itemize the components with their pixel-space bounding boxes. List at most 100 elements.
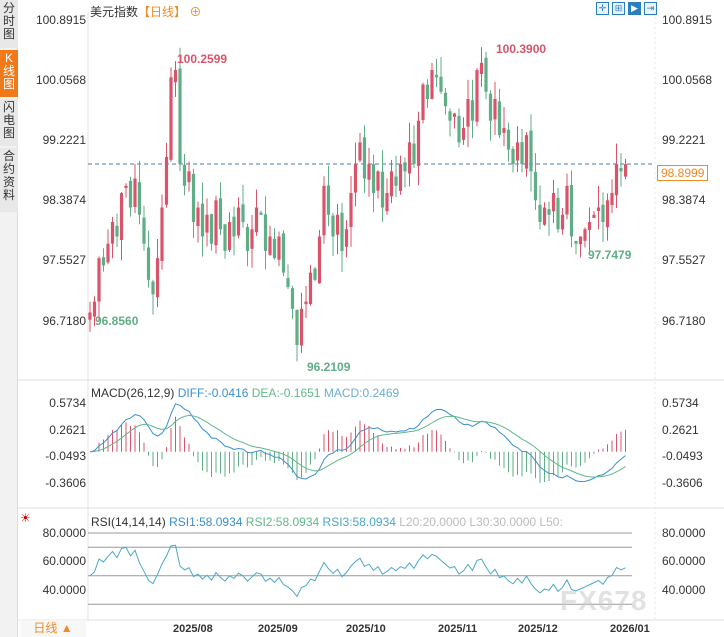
price-tick: 100.0568	[662, 73, 713, 87]
candle-body	[385, 193, 389, 212]
candle-body	[524, 135, 529, 169]
candle-body	[299, 308, 304, 346]
candle-body	[596, 207, 601, 212]
instrument-name: 美元指数	[90, 5, 139, 19]
candle-body	[250, 229, 254, 249]
candle-body	[182, 164, 187, 186]
rsi-title: RSI(14,14,14)	[91, 515, 166, 529]
candle-body	[443, 92, 448, 107]
macd-diff: DIFF:-0.0416	[177, 386, 249, 400]
macd-title: MACD(26,12,9)	[91, 386, 175, 400]
candle-body	[268, 236, 272, 255]
candle-body	[160, 207, 164, 262]
candle-body	[88, 312, 92, 320]
candle-body	[407, 142, 412, 174]
period-tag[interactable]: 【日线】	[138, 5, 187, 19]
tab-contract-info[interactable]: 合约资料	[0, 148, 18, 212]
candle-body	[479, 62, 484, 75]
low-label: 97.7479	[588, 248, 632, 262]
candle-body	[362, 137, 367, 179]
candle-body	[322, 185, 326, 236]
candle-body	[110, 221, 115, 244]
macd-tick: 0.5734	[662, 396, 699, 410]
date-tick: 2025/12	[518, 623, 558, 635]
candle-body	[214, 200, 218, 246]
candle-body	[92, 301, 97, 317]
watermark: FX678	[560, 585, 648, 616]
candle-body	[106, 243, 110, 263]
candle-body	[565, 185, 569, 215]
price-tick: 98.3874	[42, 193, 86, 207]
price-tick: 100.8915	[662, 13, 713, 27]
candle-body	[538, 204, 542, 222]
exit-icon[interactable]: ⇥	[644, 2, 657, 15]
rsi1: RSI1:58.0934	[169, 515, 243, 529]
candle-body	[155, 258, 160, 298]
date-tick: 2025/08	[173, 623, 213, 635]
sidebar: 分时图 K线图 闪电图 合约资料	[0, 0, 18, 637]
candle-body	[119, 193, 124, 240]
candle-body	[241, 204, 245, 222]
candle-body	[542, 207, 547, 225]
macd-tick: -0.0493	[45, 449, 86, 463]
candle-body	[137, 182, 142, 215]
candle-body	[461, 127, 466, 140]
macd-tick: 0.2621	[662, 423, 699, 437]
macd-value: MACD:0.2469	[323, 386, 400, 400]
candle-body	[146, 247, 151, 280]
price-tick: 97.5527	[42, 253, 86, 267]
candle-body	[614, 164, 619, 196]
candle-body	[218, 198, 223, 230]
circle-plus-icon[interactable]: ⊕	[186, 5, 202, 19]
candle-body	[304, 301, 308, 305]
candle-body	[403, 162, 407, 172]
candle-body	[331, 215, 335, 237]
tab-flash[interactable]: 闪电图	[0, 99, 18, 146]
candle-body	[353, 164, 358, 193]
crosshair-icon[interactable]: ✛	[596, 2, 609, 15]
date-tick: 2025/09	[258, 623, 298, 635]
candle-body	[191, 173, 196, 222]
candle-body	[164, 156, 169, 205]
range-icon[interactable]: ⊞	[612, 2, 625, 15]
candle-body	[533, 171, 538, 201]
period-selector[interactable]: 日线 ▲	[20, 620, 86, 637]
candle-body	[200, 203, 205, 237]
candle-body	[574, 240, 578, 244]
tab-kline[interactable]: K线图	[0, 50, 18, 97]
price-tick: 96.7180	[42, 314, 86, 328]
date-tick: 2025/11	[438, 623, 478, 635]
candle-body	[551, 193, 556, 212]
macd-tick: -0.3606	[45, 476, 86, 490]
play-icon[interactable]: ▶	[628, 2, 641, 15]
price-tick: 98.3874	[662, 193, 706, 207]
candle-body	[281, 233, 286, 273]
candle-body	[376, 171, 380, 191]
rsi-l30: L30:30.0000	[469, 515, 537, 529]
macd-legend: MACD(26,12,9) DIFF:-0.0416 DEA:-0.1651 M…	[91, 386, 399, 400]
candle-body	[380, 171, 385, 208]
candle-body	[610, 193, 614, 206]
candle-body	[502, 127, 506, 133]
candle-body	[263, 214, 268, 251]
candle-body	[313, 268, 317, 280]
candle-body	[452, 113, 457, 117]
price-tick: 96.7180	[662, 314, 706, 328]
candle-body	[254, 207, 259, 233]
candle-body	[439, 76, 443, 92]
candle-body	[286, 278, 290, 288]
candle-body	[358, 142, 362, 161]
indicator-settings-icon[interactable]: ☀	[20, 511, 31, 525]
candle-body	[569, 184, 574, 237]
candle-body	[344, 229, 349, 247]
tab-intraday[interactable]: 分时图	[0, 0, 18, 48]
price-tick: 100.8915	[35, 13, 86, 27]
date-tick: 2025/10	[346, 623, 386, 635]
candle-body	[308, 272, 313, 305]
candle-body	[493, 98, 497, 120]
rsi2: RSI2:58.0934	[245, 515, 320, 529]
candle-body	[592, 214, 596, 218]
candle-body	[101, 257, 106, 266]
rsi-tick: 60.0000	[662, 554, 706, 568]
